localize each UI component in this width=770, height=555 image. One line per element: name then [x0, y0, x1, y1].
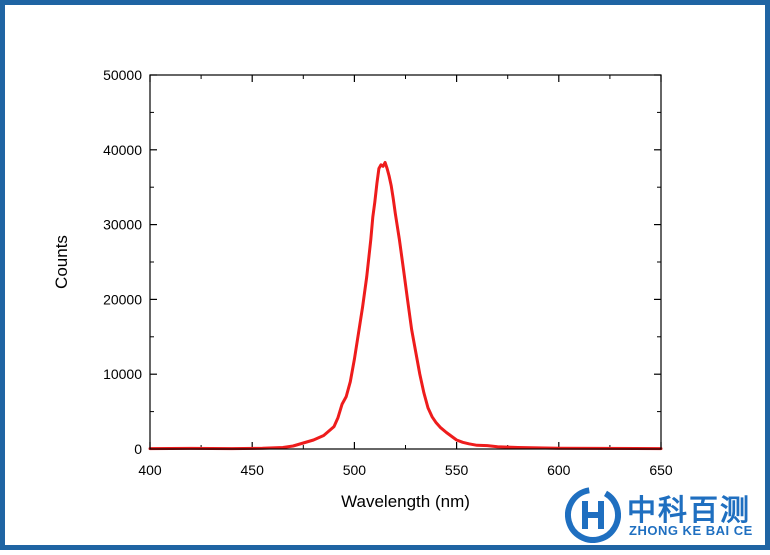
x-tick-label: 450 — [241, 462, 265, 478]
x-tick-label: 500 — [343, 462, 367, 478]
x-tick-label: 550 — [445, 462, 469, 478]
x-tick-label: 650 — [649, 462, 673, 478]
y-tick-label: 0 — [134, 441, 142, 457]
chart: 0 10000 20000 30000 40000 50000 400 450 500 550 6… — [52, 67, 673, 511]
logo-chinese-text: 中科百测 — [627, 493, 752, 527]
x-axis-ticks: 400 450 500 550 600 650 — [138, 75, 673, 478]
y-tick-label: 30000 — [103, 217, 142, 233]
y-tick-label: 40000 — [103, 142, 142, 158]
y-tick-label: 50000 — [103, 67, 142, 83]
company-logo: 中科百测 ZHONG KE BAI CE — [565, 485, 770, 547]
x-tick-label: 400 — [138, 462, 162, 478]
y-tick-label: 20000 — [103, 291, 142, 307]
x-axis-label: Wavelength (nm) — [341, 492, 470, 511]
logo-emblem-icon — [565, 487, 621, 543]
series-layer — [148, 161, 663, 451]
y-axis-ticks: 0 10000 20000 30000 40000 50000 — [103, 67, 661, 457]
logo-english-text: ZHONG KE BAI CE — [629, 523, 753, 538]
plot-area-border — [149, 74, 662, 450]
x-tick-label: 600 — [547, 462, 571, 478]
y-minor-ticks — [150, 111, 661, 413]
series-line-0 — [148, 161, 663, 451]
y-tick-label: 10000 — [103, 366, 142, 382]
y-axis-label: Counts — [52, 235, 71, 289]
x-minor-ticks — [200, 75, 611, 449]
